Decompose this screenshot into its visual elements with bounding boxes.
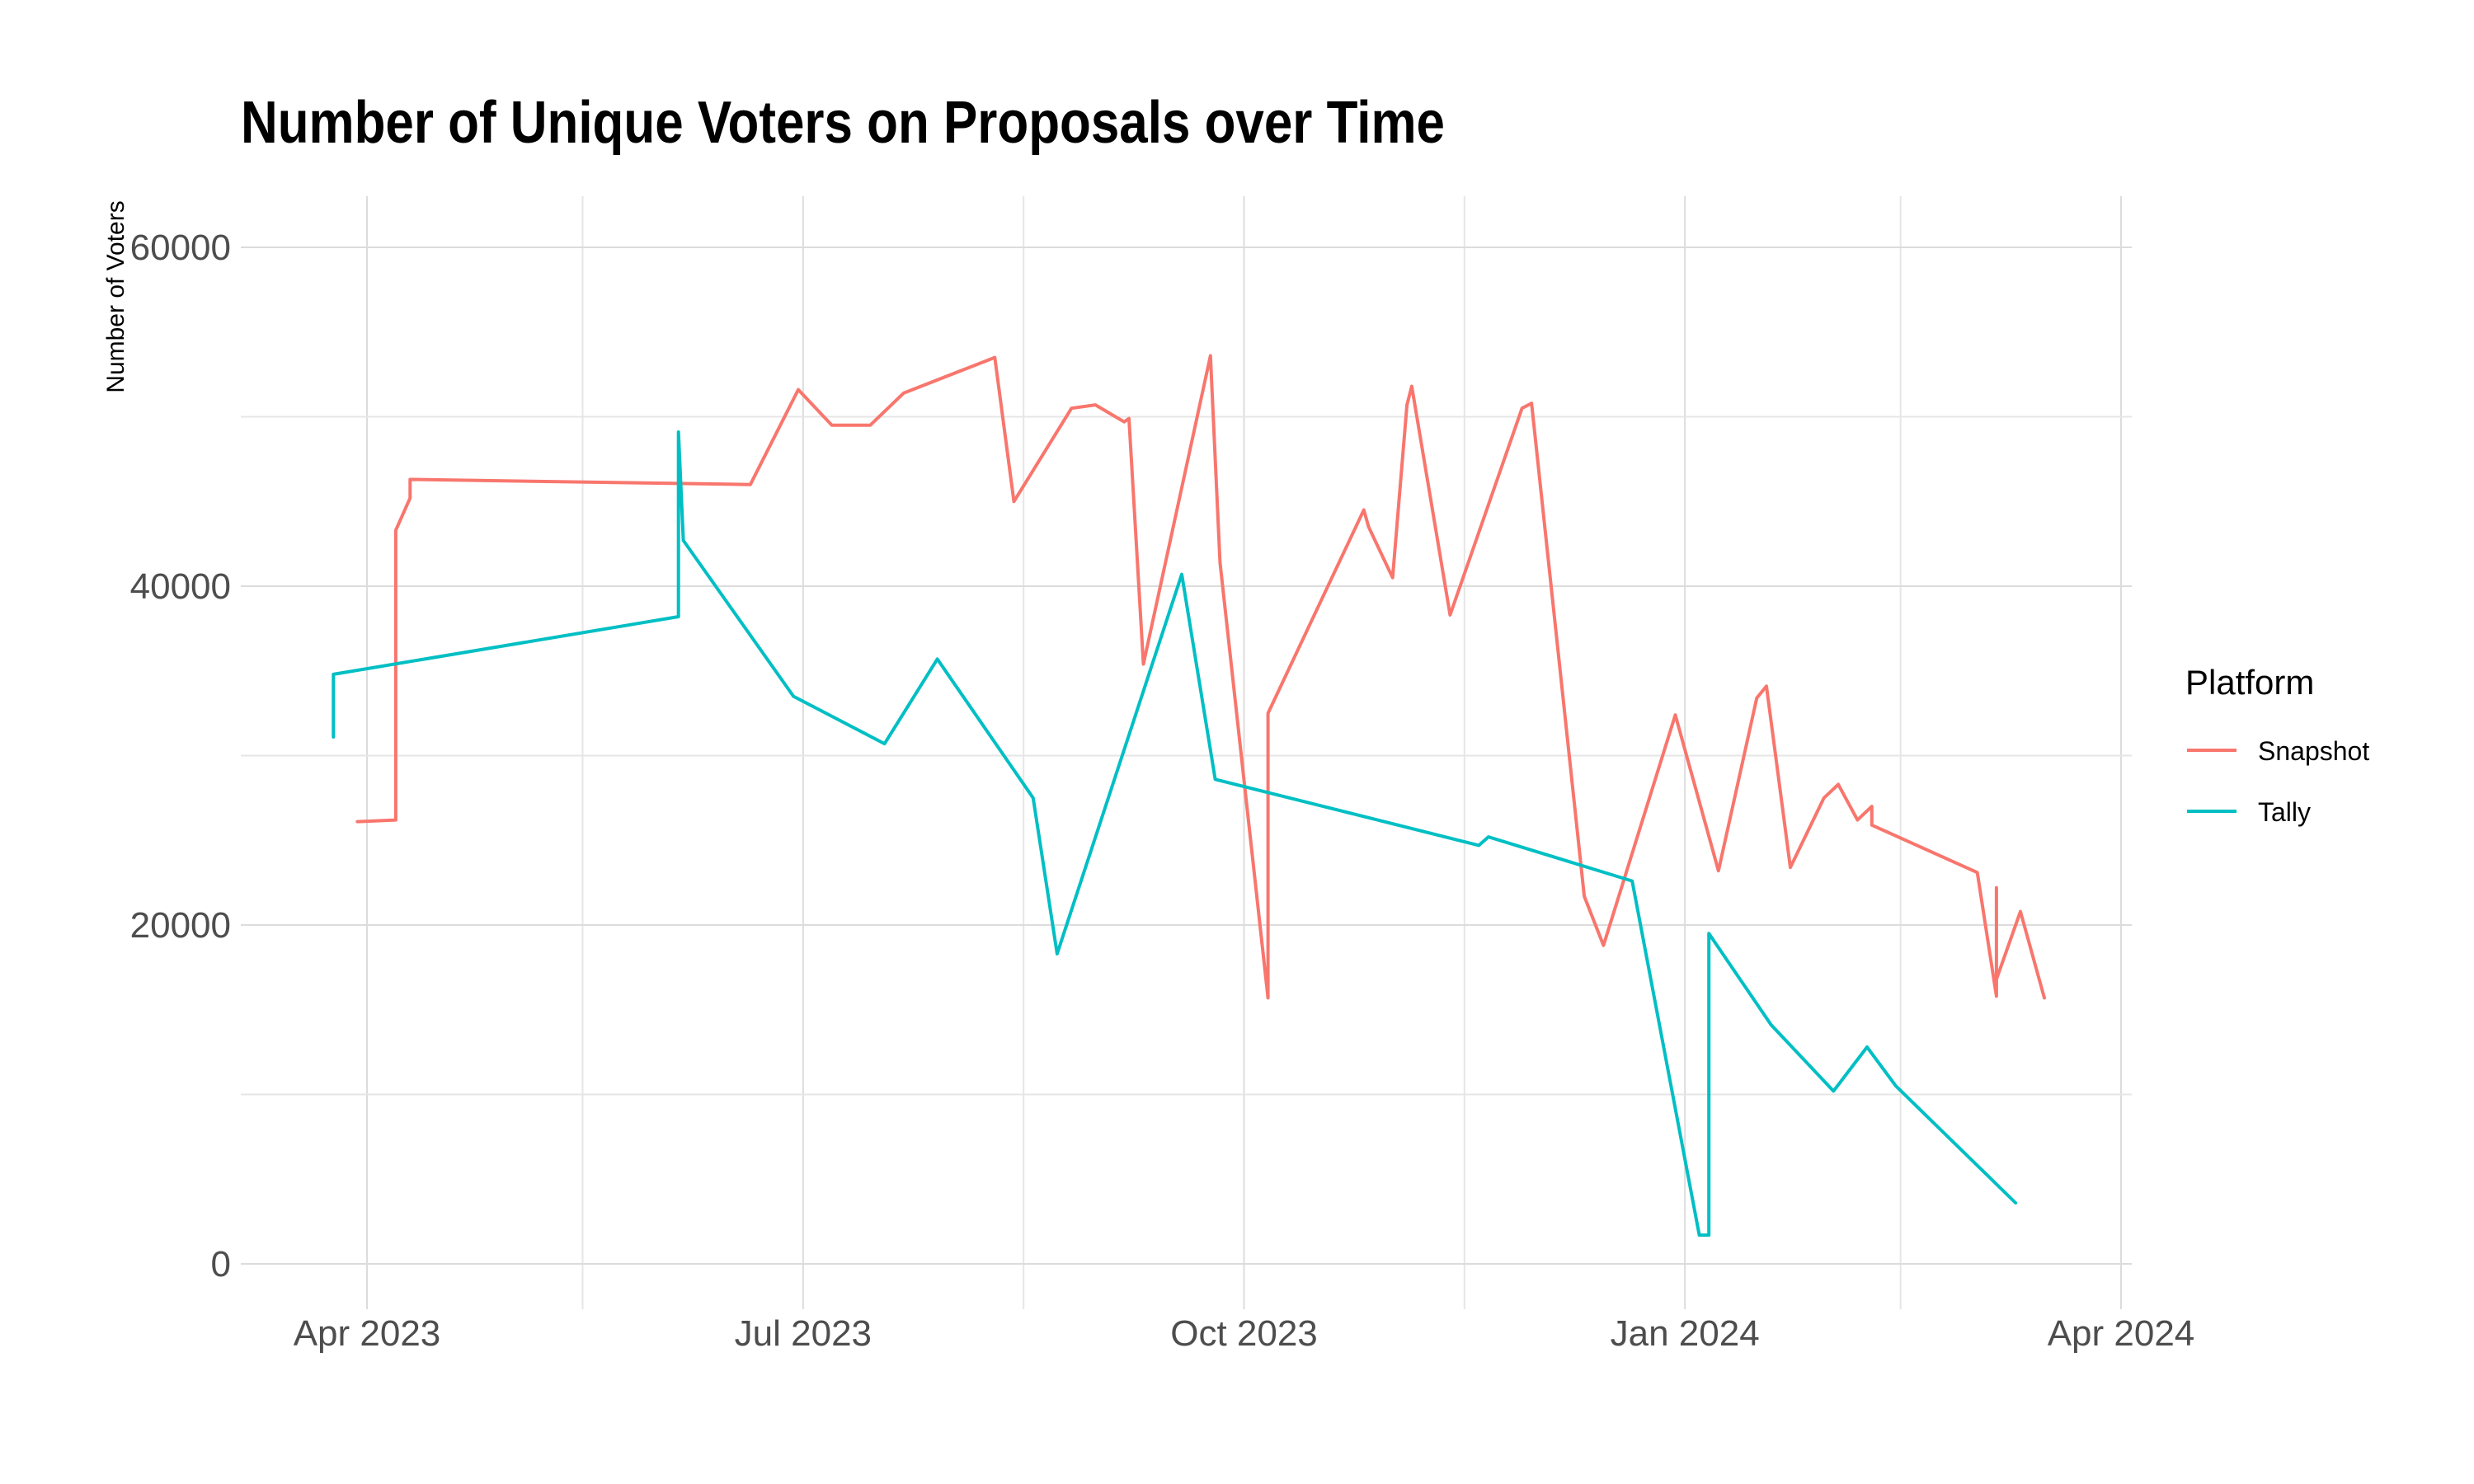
x-tick-label: Apr 2024 <box>2048 1313 2195 1354</box>
legend-label-tally: Tally <box>2258 797 2311 827</box>
series-layer <box>332 354 2046 1237</box>
y-axis-label: Number of Voters <box>102 200 129 392</box>
legend-label-snapshot: Snapshot <box>2258 736 2369 766</box>
series-line-snapshot <box>355 354 2046 1000</box>
y-tick-label: 20000 <box>130 905 231 946</box>
x-tick-label: Jan 2024 <box>1611 1313 1760 1354</box>
legend-items: Snapshot Tally <box>2187 736 2369 827</box>
x-axis-ticks: Apr 2023 Jul 2023 Oct 2023 Jan 2024 Apr 2024 <box>294 1313 2195 1354</box>
x-tick-label: Jul 2023 <box>735 1313 872 1354</box>
y-tick-label: 40000 <box>130 566 231 607</box>
grid-layer <box>241 196 2132 1309</box>
x-tick-label: Oct 2023 <box>1170 1313 1318 1354</box>
series-line-tally <box>332 430 2018 1237</box>
y-tick-label: 60000 <box>130 228 231 268</box>
chart-title: Number of Unique Voters on Proposals ove… <box>241 90 1445 156</box>
x-tick-label: Apr 2023 <box>294 1313 441 1354</box>
legend: Platform Snapshot Tally <box>2185 663 2369 827</box>
y-axis-ticks: 0 20000 40000 60000 <box>130 228 231 1284</box>
legend-title: Platform <box>2185 663 2314 702</box>
y-tick-label: 0 <box>211 1244 231 1284</box>
